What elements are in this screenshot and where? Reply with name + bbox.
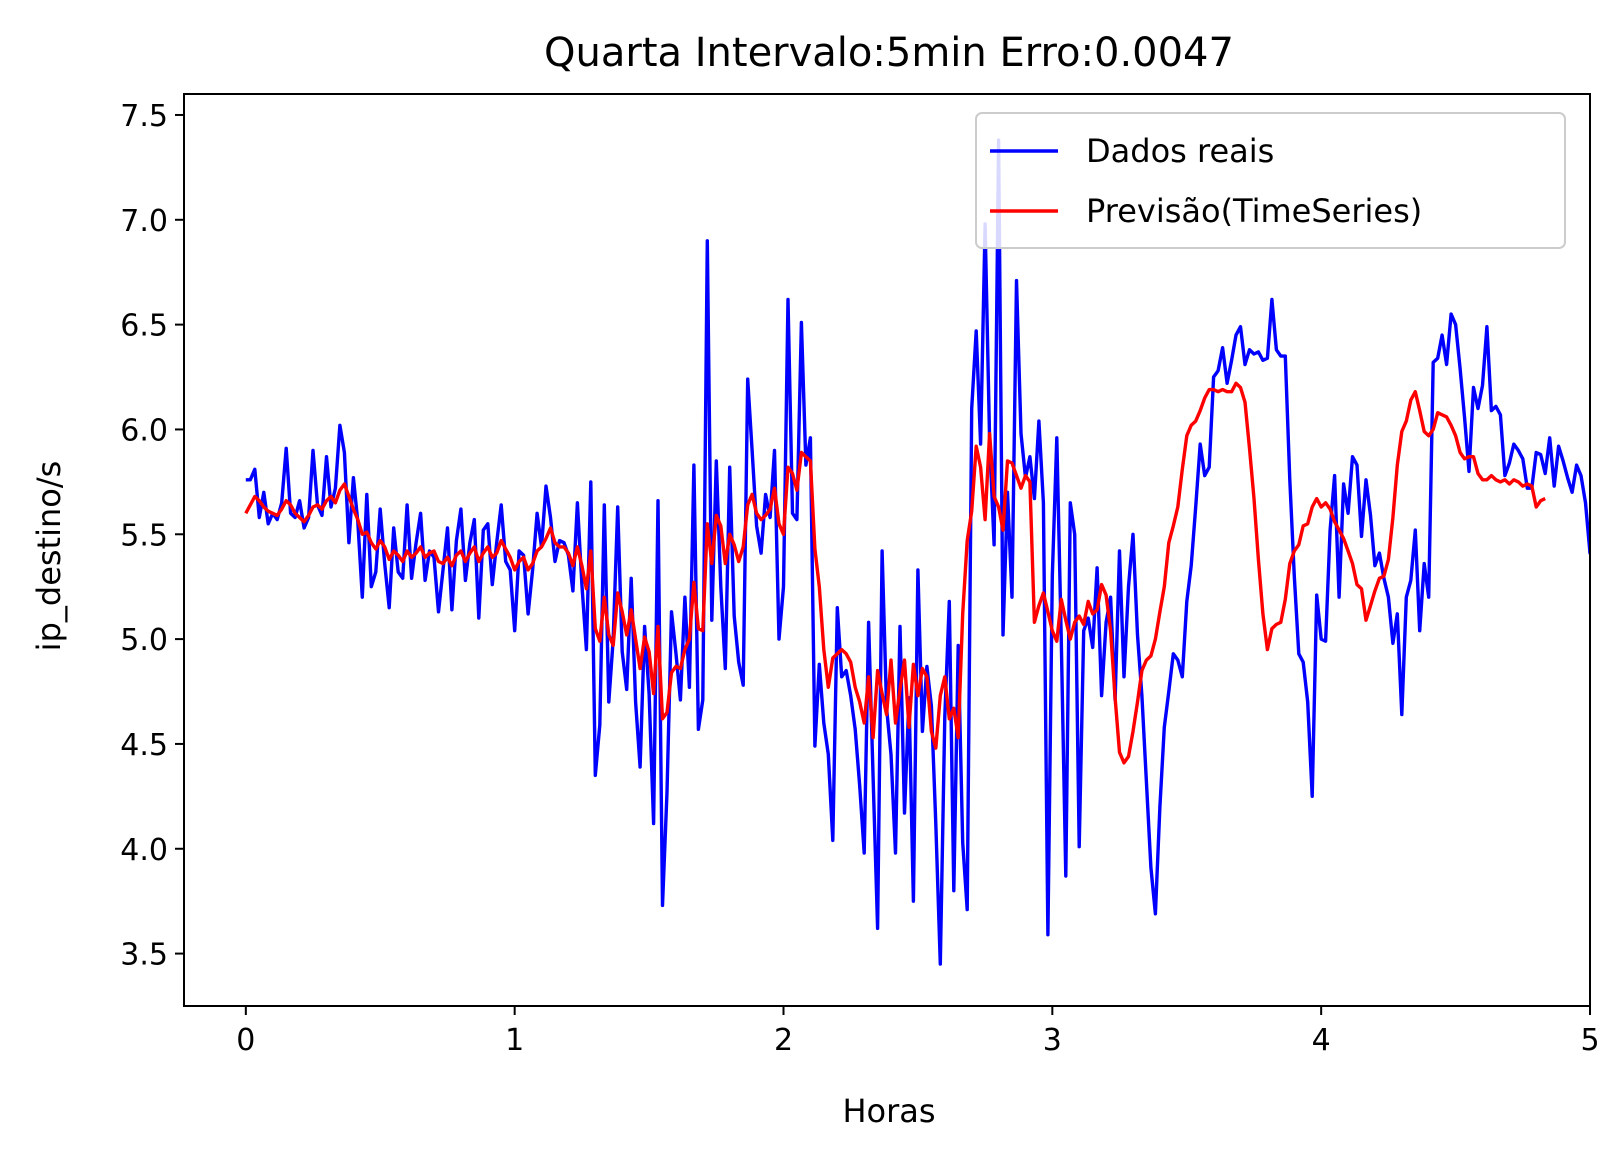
y-tick-label: 7.5 [120,99,168,134]
y-axis-label: ip_destino/s [30,461,68,652]
x-tick-label: 5 [1580,1023,1599,1058]
x-tick-label: 2 [774,1023,793,1058]
axes: 0 1 2 3 4 5 3.5 4.0 4.5 5.0 5.5 6.0 6.5 7.0 7.5 [120,93,1600,1058]
legend-label-2: Previsão(TimeSeries) [1086,192,1422,230]
y-tick-label: 4.5 [120,728,168,763]
x-tick-label: 3 [1043,1023,1062,1058]
plot-area [244,138,1590,966]
y-tick-label: 5.5 [120,518,168,553]
y-tick-label: 5.0 [120,623,168,658]
chart-title: Quarta Intervalo:5min Erro:0.0047 [544,30,1234,76]
legend-label-1: Dados reais [1086,132,1274,170]
series-line-2 [244,381,1546,765]
y-tick-label: 7.0 [120,204,168,239]
legend-box [975,112,1566,249]
y-tick-label: 4.0 [120,833,168,868]
y-tick-label: 3.5 [120,938,168,973]
y-tick-label: 6.5 [120,309,168,344]
x-axis-label: Horas [842,1092,935,1130]
x-tick-label: 1 [505,1023,524,1058]
series-line-1 [245,138,1590,966]
y-tick-label: 6.0 [120,413,168,448]
x-tick-label: 4 [1312,1023,1331,1058]
x-tick-label: 0 [236,1023,255,1058]
plot-frame [183,93,1591,1007]
legend: Dados reais Previsão(TimeSeries) [975,112,1566,249]
